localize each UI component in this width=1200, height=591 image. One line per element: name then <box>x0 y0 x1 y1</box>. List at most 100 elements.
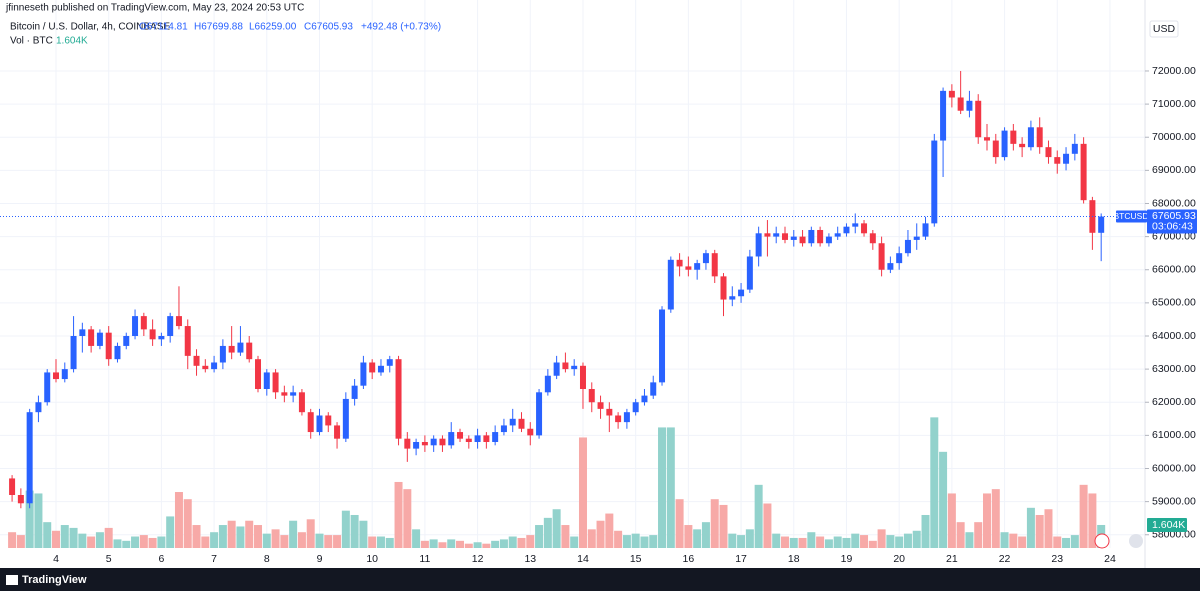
candle-body <box>1019 143 1026 148</box>
volume-bar <box>183 499 192 548</box>
volume-bar <box>895 536 904 548</box>
volume-bar <box>974 522 983 548</box>
x-tick-label: 14 <box>577 553 589 565</box>
candle-body <box>571 365 578 370</box>
candle-body <box>88 329 95 346</box>
y-tick-label: 69000.00 <box>1152 164 1196 176</box>
candle-body <box>1027 127 1034 148</box>
candle-body <box>404 438 411 449</box>
candle-body <box>509 418 516 426</box>
candle-body <box>615 415 622 423</box>
volume-bar <box>570 536 579 548</box>
candle-body <box>685 266 692 270</box>
candle-body <box>483 435 490 442</box>
volume-bar <box>1035 514 1044 548</box>
legend-volume: Vol · BTC <box>10 36 53 47</box>
volume-bar <box>947 493 956 548</box>
candle-body <box>825 236 832 244</box>
volume-bar <box>666 427 675 548</box>
volume-bar <box>280 535 289 548</box>
y-tick-label: 65000.00 <box>1152 297 1196 309</box>
volume-bar <box>517 537 526 548</box>
x-tick-label: 12 <box>472 553 484 565</box>
volume-bar <box>350 514 359 548</box>
candle-body <box>1063 153 1070 164</box>
legend-open: O67114.81 <box>139 22 188 33</box>
candle-body <box>105 332 112 360</box>
volume-bar <box>649 535 658 548</box>
candle-body <box>474 435 481 442</box>
candle-body <box>764 233 771 237</box>
volume-bar <box>271 529 280 548</box>
volume-bar <box>245 520 254 548</box>
volume-bar <box>174 492 183 548</box>
candle-body <box>96 332 103 346</box>
x-tick-label: 5 <box>106 553 112 565</box>
volume-bar <box>578 437 587 548</box>
candle-body <box>211 362 218 370</box>
candle-body <box>1098 216 1105 233</box>
candle-body <box>342 398 349 439</box>
volume-bar <box>596 520 605 548</box>
alert-icon[interactable] <box>1094 533 1110 549</box>
volume-bar <box>772 533 781 548</box>
candle-body <box>623 412 630 423</box>
candle-body <box>395 359 402 439</box>
volume-bar <box>868 540 877 548</box>
price-axis: 58000.0059000.0060000.0061000.0062000.00… <box>1114 65 1197 541</box>
volume-bar <box>412 529 421 548</box>
volume-bar <box>78 533 87 548</box>
volume-bar <box>982 493 991 548</box>
volume-bar <box>780 536 789 548</box>
candle-body <box>316 415 323 433</box>
y-tick-label: 61000.00 <box>1152 429 1196 441</box>
last-price: 67605.93 <box>1152 210 1196 222</box>
volume-bar <box>368 536 377 548</box>
legend-volume-value: 1.604K <box>56 36 88 47</box>
candle-body <box>448 432 455 446</box>
volume-bar <box>218 525 227 548</box>
countdown: 03:06:43 <box>1152 220 1193 232</box>
volume-bar <box>1018 536 1027 548</box>
volume-bar <box>965 532 974 548</box>
volume-bar <box>508 536 517 548</box>
x-tick-label: 18 <box>788 553 800 565</box>
volume-bar <box>1026 507 1035 548</box>
currency[interactable]: USD <box>1153 23 1176 35</box>
candle-body <box>843 226 850 234</box>
volume-bar <box>956 522 965 548</box>
volume-bar <box>491 540 500 548</box>
candle-body <box>667 259 674 310</box>
volume-bar <box>710 499 719 548</box>
volume-bar <box>139 535 148 548</box>
y-tick-label: 71000.00 <box>1152 98 1196 110</box>
x-tick-label: 21 <box>946 553 958 565</box>
volume-bar <box>614 530 623 548</box>
candle-body <box>553 362 560 376</box>
volume-bar <box>69 527 78 548</box>
volume-bar <box>1053 536 1062 548</box>
volume-bar <box>236 526 245 548</box>
candle-body <box>132 316 139 336</box>
volume-bar <box>658 427 667 548</box>
candle-body <box>579 365 586 389</box>
candle-body <box>219 345 226 363</box>
candle-body <box>676 259 683 267</box>
volume-bar <box>192 525 201 548</box>
volume-bar <box>833 536 842 548</box>
candle-body <box>167 316 174 336</box>
candle-body <box>992 140 999 158</box>
candle-body <box>746 256 753 290</box>
candle-body <box>781 233 788 240</box>
flag-icon[interactable] <box>1129 534 1143 548</box>
candle-body <box>597 402 604 409</box>
candle-body <box>588 388 595 403</box>
footer-logo <box>6 575 18 585</box>
candle-body <box>1045 147 1052 158</box>
currency-box[interactable] <box>1149 20 1179 38</box>
x-tick-label: 24 <box>1104 553 1116 565</box>
candle-body <box>351 385 358 399</box>
volume-bar <box>201 536 210 548</box>
